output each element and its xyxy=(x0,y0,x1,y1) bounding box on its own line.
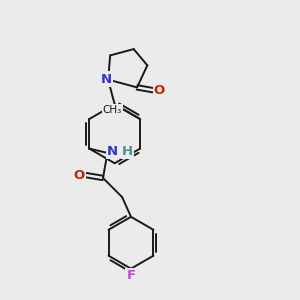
Text: F: F xyxy=(126,268,136,282)
Text: N: N xyxy=(101,73,112,85)
Text: N: N xyxy=(107,145,118,158)
Text: H: H xyxy=(122,145,133,158)
Text: O: O xyxy=(154,84,165,97)
Text: O: O xyxy=(73,169,85,182)
Text: CH₃: CH₃ xyxy=(103,104,122,115)
